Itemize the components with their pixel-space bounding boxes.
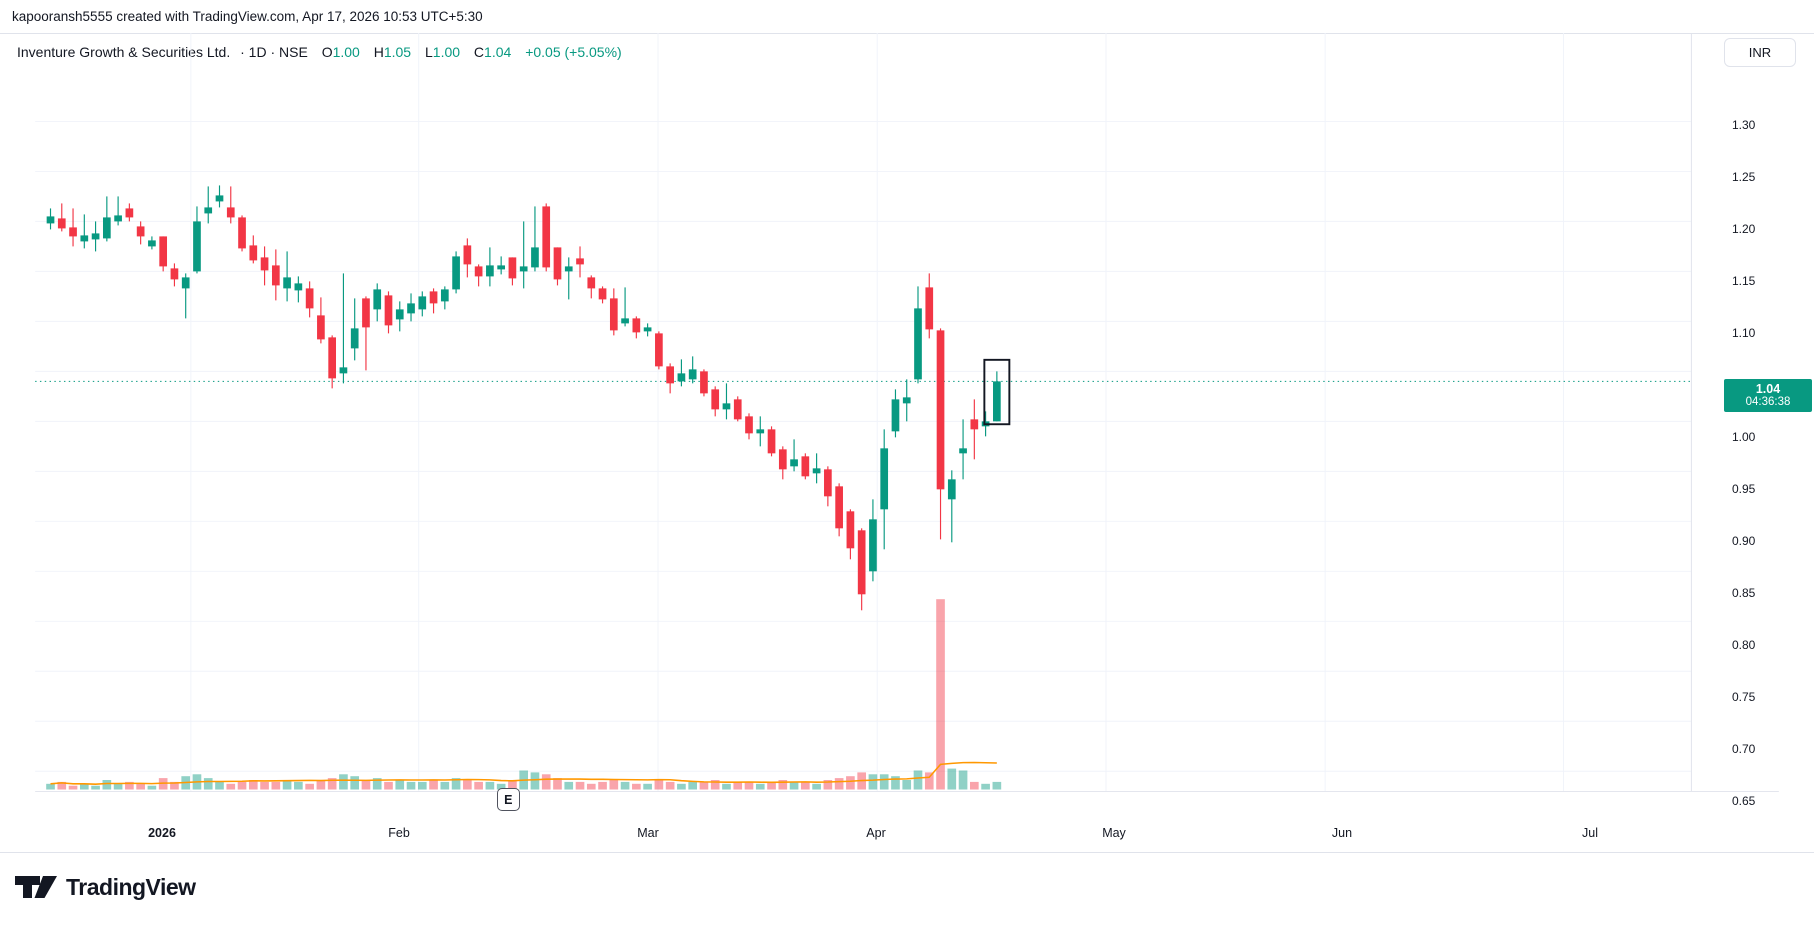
candlesticks (46, 185, 1001, 611)
tradingview-logo[interactable]: TradingView (14, 874, 196, 900)
earnings-marker[interactable]: E (496, 788, 520, 811)
price-tick-label: 0.65 (1732, 794, 1756, 808)
ohlc-high-label: H (373, 44, 384, 60)
last-price-badge: 1.04 04:36:38 (1724, 378, 1812, 412)
price-tick-label: 0.75 (1732, 690, 1756, 704)
symbol-legend: Inventure Growth & Securities Ltd. · 1D … (17, 44, 622, 60)
axis-borders (35, 33, 1779, 792)
change-value: +0.05 (+5.05%) (525, 44, 622, 60)
header-separator (0, 33, 1814, 34)
ohlc-low-value: 1.00 (432, 44, 461, 60)
time-tick-label: Jun (1331, 826, 1353, 840)
highlight-rectangle (983, 358, 1011, 426)
ohlc-low-label: L (424, 44, 433, 60)
bar-countdown: 04:36:38 (1745, 395, 1791, 408)
price-tick-label: 1.00 (1732, 430, 1756, 444)
time-tick-label: Jul (1582, 826, 1598, 840)
time-tick-label: Apr (866, 826, 886, 840)
chart-bottom-border (0, 852, 1814, 853)
volume-ma-line (50, 761, 997, 785)
price-tick-label: 0.80 (1732, 638, 1756, 652)
time-tick-label: Feb (388, 826, 410, 840)
price-tick-label: 1.30 (1732, 118, 1756, 132)
price-tick-label: 1.15 (1732, 274, 1756, 288)
price-tick-label: 0.70 (1732, 742, 1756, 756)
ohlc-close-label: C (473, 44, 485, 60)
price-tick-label: 1.10 (1732, 326, 1756, 340)
price-tick-label: 0.85 (1732, 586, 1756, 600)
price-tick-label: 0.90 (1732, 534, 1756, 548)
volume-bars (46, 599, 1002, 790)
time-tick-label: May (1102, 826, 1126, 840)
symbol-title: Inventure Growth & Securities Ltd. (17, 44, 231, 60)
last-price-value: 1.04 (1755, 381, 1781, 396)
time-tick-label: Mar (637, 826, 659, 840)
attribution-text: kapooransh5555 created with TradingView.… (12, 9, 483, 24)
price-tick-label: 1.20 (1732, 222, 1756, 236)
ohlc-close-value: 1.04 (484, 44, 512, 60)
currency-button[interactable]: INR (1724, 38, 1796, 67)
tradingview-logo-icon (15, 876, 57, 898)
ohlc-open-value: 1.00 (332, 44, 360, 60)
tradingview-logo-text: TradingView (66, 873, 196, 900)
ohlc-open-label: O (321, 44, 333, 60)
ohlc-high-value: 1.05 (383, 44, 412, 60)
price-tick-label: 1.25 (1732, 170, 1756, 184)
time-tick-label: 2026 (148, 826, 176, 840)
gridlines (35, 33, 1692, 792)
price-tick-label: 0.95 (1732, 482, 1756, 496)
symbol-interval-exchange: · 1D · NSE (240, 44, 308, 60)
chart-canvas[interactable] (0, 33, 1814, 852)
